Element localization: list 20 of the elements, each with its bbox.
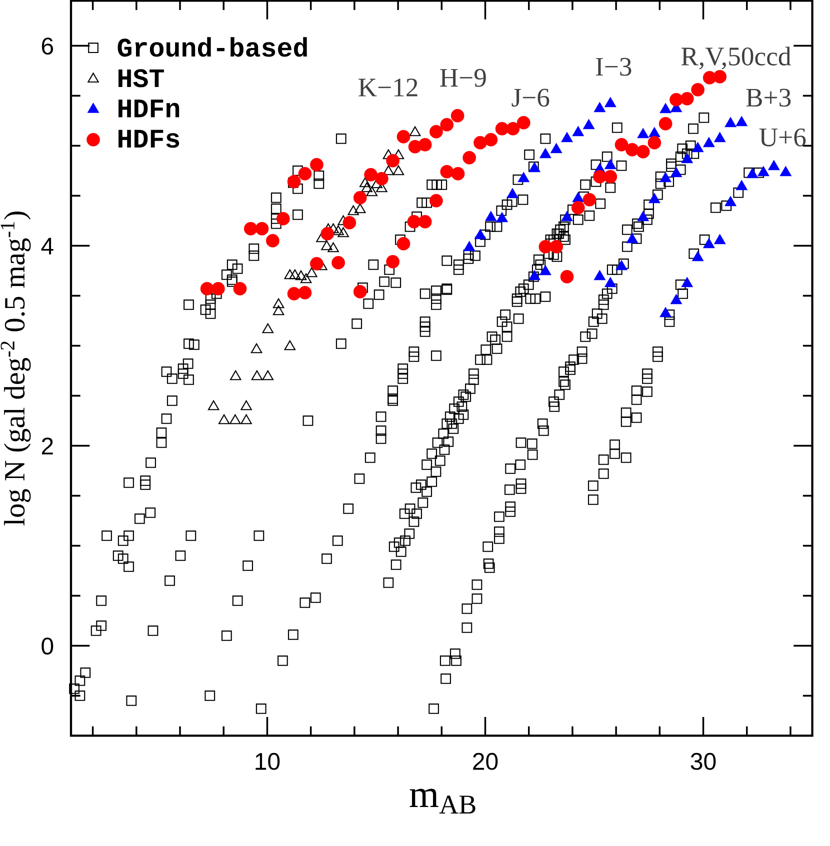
annotation: H−9: [440, 68, 486, 87]
x-tick-label: 10: [256, 752, 280, 770]
y-axis-title: log N (gal deg$^{-2}$ 0.5 mag$^{-1}$): [0, 212, 31, 526]
y-tick-label: 0: [42, 638, 54, 655]
legend-label: HDFn: [118, 100, 180, 118]
y-tick-label: 4: [41, 238, 54, 254]
annotation: K−12: [358, 78, 418, 96]
y-tick-label: 2: [42, 438, 53, 454]
annotation: I−3: [596, 58, 632, 76]
annotation: R,V,50ccd: [681, 46, 791, 70]
x-axis-title: m$_{AB}$: [410, 788, 476, 814]
annotation: B+3: [746, 88, 791, 107]
x-tick-label: 30: [690, 752, 716, 770]
legend-label: Ground-based: [118, 37, 307, 57]
x-tick-label: 20: [473, 752, 498, 770]
annotation: J−6: [512, 88, 550, 107]
annotation: U+6: [759, 128, 806, 146]
legend-label: HST: [118, 69, 164, 88]
legend-label: HDFs: [118, 130, 180, 148]
y-tick-label: 6: [42, 38, 54, 55]
